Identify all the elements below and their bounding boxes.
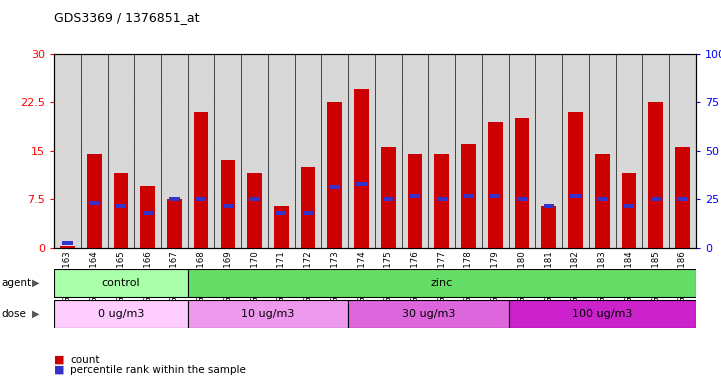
Bar — [595, 154, 609, 248]
FancyBboxPatch shape — [428, 54, 455, 248]
FancyBboxPatch shape — [54, 54, 81, 248]
Bar — [301, 167, 315, 248]
Bar — [675, 147, 690, 248]
FancyBboxPatch shape — [402, 54, 428, 248]
FancyBboxPatch shape — [482, 54, 508, 248]
Bar — [194, 112, 208, 248]
Bar — [515, 118, 529, 248]
Bar — [354, 89, 369, 248]
Bar — [624, 204, 634, 208]
Bar — [517, 197, 527, 201]
FancyBboxPatch shape — [348, 300, 508, 328]
FancyBboxPatch shape — [187, 270, 696, 297]
FancyBboxPatch shape — [161, 54, 187, 248]
FancyBboxPatch shape — [455, 54, 482, 248]
FancyBboxPatch shape — [508, 300, 696, 328]
Text: zinc: zinc — [430, 278, 453, 288]
FancyBboxPatch shape — [616, 54, 642, 248]
Text: 100 ug/m3: 100 ug/m3 — [572, 309, 632, 319]
Bar — [167, 199, 182, 248]
Bar — [327, 102, 342, 248]
Bar — [62, 241, 73, 245]
FancyBboxPatch shape — [669, 54, 696, 248]
FancyBboxPatch shape — [187, 300, 348, 328]
Bar — [488, 122, 503, 248]
FancyBboxPatch shape — [322, 54, 348, 248]
Bar — [221, 161, 235, 248]
Bar — [141, 186, 155, 248]
Bar — [461, 144, 476, 248]
FancyBboxPatch shape — [187, 54, 214, 248]
FancyBboxPatch shape — [134, 54, 161, 248]
Bar — [677, 197, 688, 201]
Bar — [622, 173, 636, 248]
Text: 10 ug/m3: 10 ug/m3 — [242, 309, 295, 319]
Bar — [169, 197, 180, 201]
Bar — [60, 247, 75, 248]
Bar — [114, 173, 128, 248]
Bar — [329, 185, 340, 189]
Text: count: count — [70, 355, 99, 365]
Text: ■: ■ — [54, 365, 65, 375]
Bar — [407, 154, 423, 248]
FancyBboxPatch shape — [535, 54, 562, 248]
FancyBboxPatch shape — [54, 300, 187, 328]
Text: GDS3369 / 1376851_at: GDS3369 / 1376851_at — [54, 12, 200, 25]
Bar — [249, 197, 260, 201]
Bar — [541, 206, 556, 248]
Bar — [648, 102, 663, 248]
Bar — [410, 194, 420, 198]
FancyBboxPatch shape — [54, 270, 187, 297]
FancyBboxPatch shape — [81, 54, 107, 248]
FancyBboxPatch shape — [642, 54, 669, 248]
Bar — [223, 204, 233, 208]
FancyBboxPatch shape — [295, 54, 322, 248]
Text: ▶: ▶ — [32, 278, 39, 288]
Bar — [381, 147, 396, 248]
Bar — [89, 201, 99, 205]
Text: 30 ug/m3: 30 ug/m3 — [402, 309, 455, 319]
Text: ■: ■ — [54, 355, 65, 365]
Text: ▶: ▶ — [32, 309, 39, 319]
Bar — [597, 197, 607, 201]
Text: control: control — [102, 278, 140, 288]
Bar — [87, 154, 102, 248]
Text: percentile rank within the sample: percentile rank within the sample — [70, 365, 246, 375]
Bar — [356, 182, 367, 185]
Bar — [490, 194, 500, 198]
Bar — [544, 204, 554, 208]
Bar — [435, 154, 449, 248]
Bar — [570, 194, 580, 198]
Text: agent: agent — [1, 278, 32, 288]
Text: 0 ug/m3: 0 ug/m3 — [98, 309, 144, 319]
FancyBboxPatch shape — [375, 54, 402, 248]
Bar — [464, 194, 474, 198]
FancyBboxPatch shape — [214, 54, 242, 248]
FancyBboxPatch shape — [589, 54, 616, 248]
Bar — [276, 211, 286, 215]
Bar — [383, 197, 394, 201]
FancyBboxPatch shape — [242, 54, 268, 248]
FancyBboxPatch shape — [348, 54, 375, 248]
Bar — [274, 206, 288, 248]
Bar — [303, 211, 313, 215]
Bar — [143, 211, 153, 215]
FancyBboxPatch shape — [508, 54, 535, 248]
Bar — [437, 197, 447, 201]
Bar — [650, 197, 661, 201]
Bar — [247, 173, 262, 248]
Bar — [568, 112, 583, 248]
FancyBboxPatch shape — [107, 54, 134, 248]
Bar — [116, 204, 126, 208]
FancyBboxPatch shape — [562, 54, 589, 248]
FancyBboxPatch shape — [268, 54, 295, 248]
Bar — [196, 197, 206, 201]
Text: dose: dose — [1, 309, 27, 319]
